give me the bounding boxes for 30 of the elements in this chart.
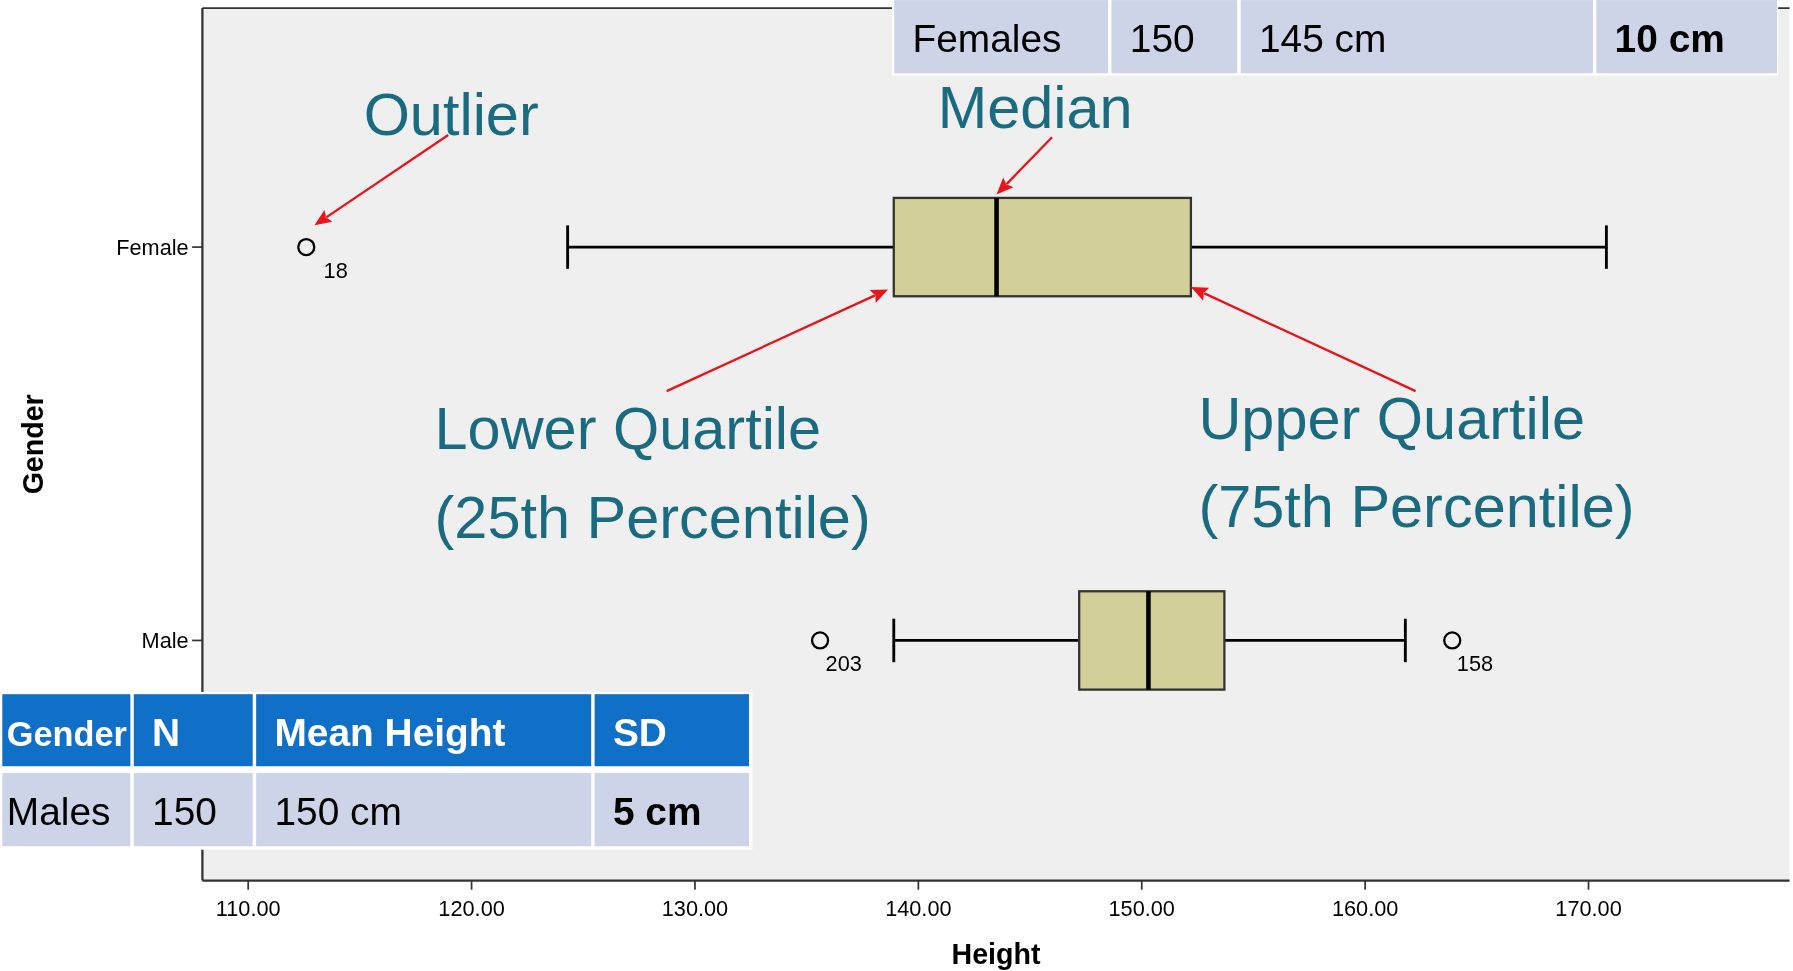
text: Males: [6, 789, 111, 833]
annotation: Upper Quartile (75th Percentile): [1198, 385, 1635, 541]
x-tick-label: 160.00: [1331, 896, 1399, 922]
text: Gender: [6, 714, 127, 753]
annotation: 150 cm: [274, 789, 402, 833]
annotation: 158: [1456, 651, 1494, 677]
annotation: Mean Height: [274, 710, 506, 754]
annotation: 5 cm: [612, 789, 702, 833]
y-tick-label: Male: [141, 628, 189, 654]
x-tick-label: 170.00: [1555, 896, 1622, 922]
annotation: Outlier: [363, 81, 539, 149]
annotation: 145 cm: [1258, 16, 1387, 60]
y-tick-label: Female: [116, 235, 189, 261]
x-axis-title: Height: [951, 938, 1041, 971]
annotation: 18: [323, 257, 348, 283]
annotation: 150: [152, 789, 217, 833]
annotation: Lower Quartile (25th Percentile): [434, 395, 871, 551]
x-tick-label: 130.00: [661, 896, 729, 922]
annotation: 10 cm: [1614, 16, 1725, 60]
annotation: Median: [937, 74, 1133, 142]
annotation: SD: [612, 710, 667, 754]
x-tick-label: 110.00: [215, 896, 281, 922]
y-axis-title: Gender: [17, 394, 50, 495]
annotation: 203: [825, 651, 862, 677]
annotation: 150: [1129, 16, 1195, 60]
x-tick-label: 150.00: [1108, 896, 1175, 922]
annotation: Females: [912, 16, 1062, 60]
x-tick-label: 140.00: [885, 896, 952, 922]
text: N: [152, 710, 181, 754]
x-tick-label: 120.00: [438, 896, 505, 922]
